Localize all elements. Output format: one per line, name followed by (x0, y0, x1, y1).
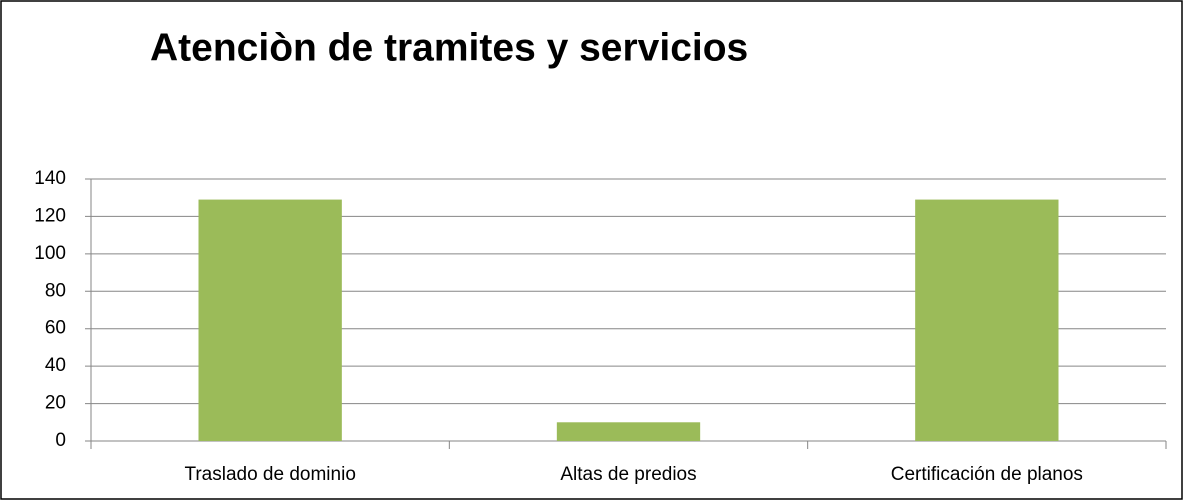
y-tick-label: 40 (45, 355, 66, 376)
y-tick-label: 0 (55, 430, 66, 451)
bar (915, 199, 1059, 441)
y-tick-label: 60 (45, 318, 66, 339)
x-tick-label: Certificación de planos (891, 464, 1083, 485)
y-tick-label: 120 (34, 205, 66, 226)
y-tick-label: 20 (45, 393, 66, 414)
bar (556, 422, 701, 441)
y-tick-label: 140 (34, 168, 66, 189)
y-tick-label: 80 (45, 280, 66, 301)
y-tick-label: 100 (34, 243, 66, 264)
bar (198, 199, 342, 441)
chart-title: Atenciòn de tramites y servicios (150, 26, 748, 69)
x-tick-label: Altas de predios (560, 464, 696, 485)
x-tick-label: Traslado de dominio (184, 464, 355, 485)
